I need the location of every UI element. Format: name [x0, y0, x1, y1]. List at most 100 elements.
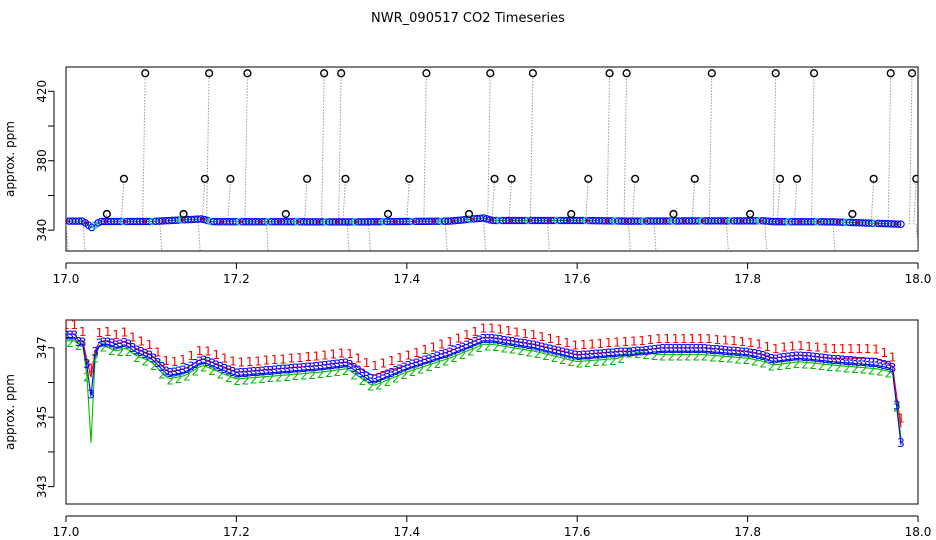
x-tick-label: 17.2	[223, 525, 250, 539]
series-point-label: 2	[409, 365, 417, 379]
series-point-label: 1	[730, 334, 738, 348]
series-point-label: 1	[480, 321, 488, 335]
series-point-label: 3	[830, 353, 838, 367]
outlier-point	[627, 255, 634, 262]
series-point-label: 1	[764, 340, 772, 354]
series-point-label: 2	[835, 361, 843, 375]
y-tick-label: 380	[35, 149, 49, 172]
series-point-label: 2	[551, 351, 559, 365]
series-point-label: 3	[125, 338, 133, 352]
series-point-label: 1	[563, 336, 571, 350]
series-point-label: 2	[776, 359, 784, 373]
y-tick-label: 343	[35, 475, 49, 498]
series-point-label: 1	[488, 321, 496, 335]
outlier-connector	[487, 73, 491, 220]
outlier-connector	[653, 220, 657, 251]
series-point-label: 3	[647, 343, 655, 357]
series-point-label: 1	[688, 332, 696, 346]
series-point-label: 3	[743, 346, 751, 360]
series-point-label: 1	[496, 323, 504, 337]
outlier-connector	[201, 178, 206, 219]
plot-frame	[65, 66, 919, 252]
series-point-label: 3	[509, 335, 517, 349]
series-point-label: 3	[438, 348, 446, 362]
series-point-label: 3	[175, 364, 183, 378]
series-point-label: 1	[321, 349, 329, 363]
series-point-label: 1	[538, 330, 546, 344]
series-point-label: 3	[818, 352, 826, 366]
outlier-point	[584, 174, 593, 183]
outlier-point	[653, 255, 660, 262]
series-point-label: 3	[772, 352, 780, 366]
series-point-label: 1	[697, 332, 705, 346]
outlier-connector	[764, 220, 768, 251]
series-point-label: 2	[734, 352, 742, 366]
outlier-point	[486, 69, 495, 78]
series-point-label: 3	[204, 355, 212, 369]
series-point-label: 3	[851, 354, 859, 368]
series-point-label: 3	[876, 357, 884, 371]
series-point-label: 3	[446, 345, 454, 359]
outlier-connector	[197, 219, 201, 251]
series-point-label: 3	[283, 362, 291, 376]
series-point-label: 2	[384, 375, 392, 389]
series-point-label: 3	[455, 342, 463, 356]
series-point-label: 2	[592, 355, 600, 369]
series-point-label: 3	[501, 334, 509, 348]
series-point-label: 2	[434, 357, 442, 371]
series-point-label: 2	[359, 374, 367, 388]
series-point-label: 1	[889, 350, 897, 364]
series-point-label: 3	[609, 346, 617, 360]
series-point-label: 2	[192, 364, 200, 378]
series-point-label: 3	[71, 328, 79, 342]
series-point-label: 3	[663, 342, 671, 356]
series-point-label: 2	[258, 372, 266, 386]
series-point-label: 2	[467, 344, 475, 358]
series-point-label: 2	[100, 341, 108, 355]
series-point-label: 3	[801, 350, 809, 364]
series-point-label: 2	[325, 366, 333, 380]
x-tick-label: 17.2	[223, 272, 250, 286]
series-point-label: 3	[584, 348, 592, 362]
outlier-point	[197, 255, 204, 262]
series-point-label: 1	[521, 327, 529, 341]
series-point-label: 1	[438, 338, 446, 352]
outlier-point	[809, 69, 819, 78]
outlier-connector	[244, 73, 248, 222]
series-point-label: 2	[818, 359, 826, 373]
series-point-label: 2	[133, 351, 141, 365]
series-point-label: 2	[150, 359, 158, 373]
series-point-label: 3	[572, 349, 580, 363]
series-point-label: 3	[751, 347, 759, 361]
series-point-label: 1	[371, 359, 379, 373]
outlier-point	[690, 174, 699, 183]
outlier-point	[422, 69, 431, 78]
series-point-label: 2	[208, 364, 216, 378]
series-point-label: 1	[246, 355, 254, 369]
series-point-label: 1	[455, 332, 463, 346]
outlier-connector	[142, 73, 146, 222]
outlier-point	[507, 174, 516, 183]
series-point-label: 3	[196, 354, 204, 368]
series-point-label: 2	[609, 354, 617, 368]
series-point-label: 3	[367, 372, 375, 386]
series-point-label: 2	[484, 339, 492, 353]
series-point-label: 1	[580, 338, 588, 352]
series-point-label: 1	[338, 346, 346, 360]
x-tick-label: 18.0	[905, 525, 932, 539]
series-point-label: 3	[359, 366, 367, 380]
x-tick-label: 17.8	[734, 525, 761, 539]
series-point-label: 1	[530, 328, 538, 342]
series-point-label: 2	[751, 355, 759, 369]
series-point-label: 3	[246, 365, 254, 379]
outlier-connector	[623, 73, 628, 222]
series-point-label: 2	[542, 349, 550, 363]
series-point-label: 3	[889, 361, 897, 375]
series-point-label: 3	[200, 353, 208, 367]
series-point-label: 2	[651, 349, 659, 363]
series-point-label: 3	[187, 359, 195, 373]
series-point-label: 2	[308, 368, 316, 382]
series-point-label: 3	[263, 364, 271, 378]
series-point-label: 3	[425, 352, 433, 366]
